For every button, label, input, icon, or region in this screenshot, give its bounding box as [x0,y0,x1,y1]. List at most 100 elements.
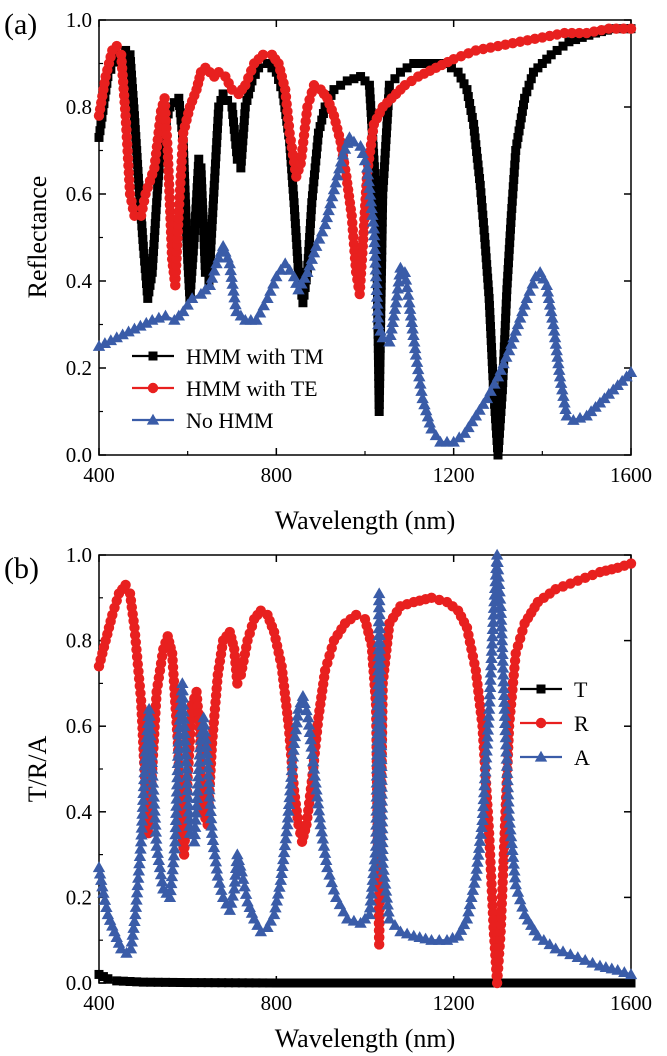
data-point [225,271,238,282]
data-point [303,259,316,271]
data-point [386,316,399,327]
data-point [560,409,573,421]
data-point [92,340,106,351]
data-point [477,203,487,213]
data-point [287,737,301,748]
data-point [369,832,383,844]
data-point [329,891,343,903]
data-point [137,780,151,792]
data-point [146,274,156,284]
data-point [322,204,335,216]
data-point [199,239,209,249]
data-point [167,856,180,868]
data-point [271,978,281,988]
data-point [368,249,382,261]
data-point [226,277,239,289]
data-point [375,371,385,381]
data-point [197,184,207,194]
data-point [516,900,529,912]
data-point [293,253,303,263]
data-point [212,123,222,133]
data-point [96,880,109,892]
data-point [544,978,554,988]
data-point [384,329,397,341]
data-point [304,733,317,745]
legend-entry: HMM with TE [132,376,318,401]
data-point [125,935,139,947]
data-point [175,101,185,111]
data-point [305,740,318,752]
data-point [144,729,157,741]
data-point [197,177,207,187]
data-point [484,287,494,297]
data-point [148,253,158,263]
data-point [307,762,321,774]
data-point [253,306,267,318]
data-point [367,860,381,872]
data-point [384,87,394,97]
data-point [98,337,112,348]
data-point [370,175,380,185]
data-point [368,243,382,254]
data-point [273,880,286,892]
data-point [485,644,499,656]
data-point [333,978,343,988]
data-point [435,978,445,988]
data-point [131,139,141,149]
x-axis-label-b: Wavelength (nm) [275,1024,456,1053]
y-tick-label: 0.0 [66,971,92,995]
data-point [261,292,274,304]
data-point [412,363,425,375]
data-point [334,155,348,167]
data-point [478,218,488,228]
data-point [469,119,479,129]
data-point [320,211,334,223]
axis-ticks-a: 400 800 1200 1600 0.0 0.2 0.4 0.6 0.8 1.0 [66,8,652,487]
data-point [524,80,534,90]
data-point [171,771,184,783]
data-point [142,702,156,714]
data-point [134,319,147,331]
data-point [190,218,200,228]
data-point [217,978,227,988]
data-point [510,978,520,988]
data-point [178,720,191,731]
data-point [480,392,494,404]
data-point [494,607,508,618]
data-point [209,180,219,190]
data-point [140,256,150,266]
data-point [383,912,396,924]
data-point [486,336,496,346]
data-point [491,556,504,567]
data-point [507,331,520,343]
data-point [388,919,402,930]
data-point [427,59,436,68]
data-point [325,876,338,888]
legend-b: TRA [520,677,590,770]
data-point [312,232,326,244]
data-point [481,730,494,742]
data-point [488,377,501,389]
data-point [500,335,510,345]
data-point [147,267,157,277]
data-point [274,263,287,275]
data-point [207,214,217,224]
data-point [369,839,383,851]
data-point [586,956,599,968]
data-point [625,23,637,34]
data-point [169,821,182,833]
data-point [497,392,507,402]
data-point [480,233,490,242]
series-layer-b [92,548,638,989]
data-point [152,198,162,208]
data-point [381,898,394,910]
x-tick-label: 1200 [433,463,475,487]
panel-label-b: (b) [4,552,39,585]
data-point [177,705,190,717]
data-point [228,882,241,894]
data-point [228,875,242,887]
data-point [394,925,407,937]
data-point [165,877,178,889]
legend-label: No HMM [186,408,273,433]
data-point [318,109,328,119]
